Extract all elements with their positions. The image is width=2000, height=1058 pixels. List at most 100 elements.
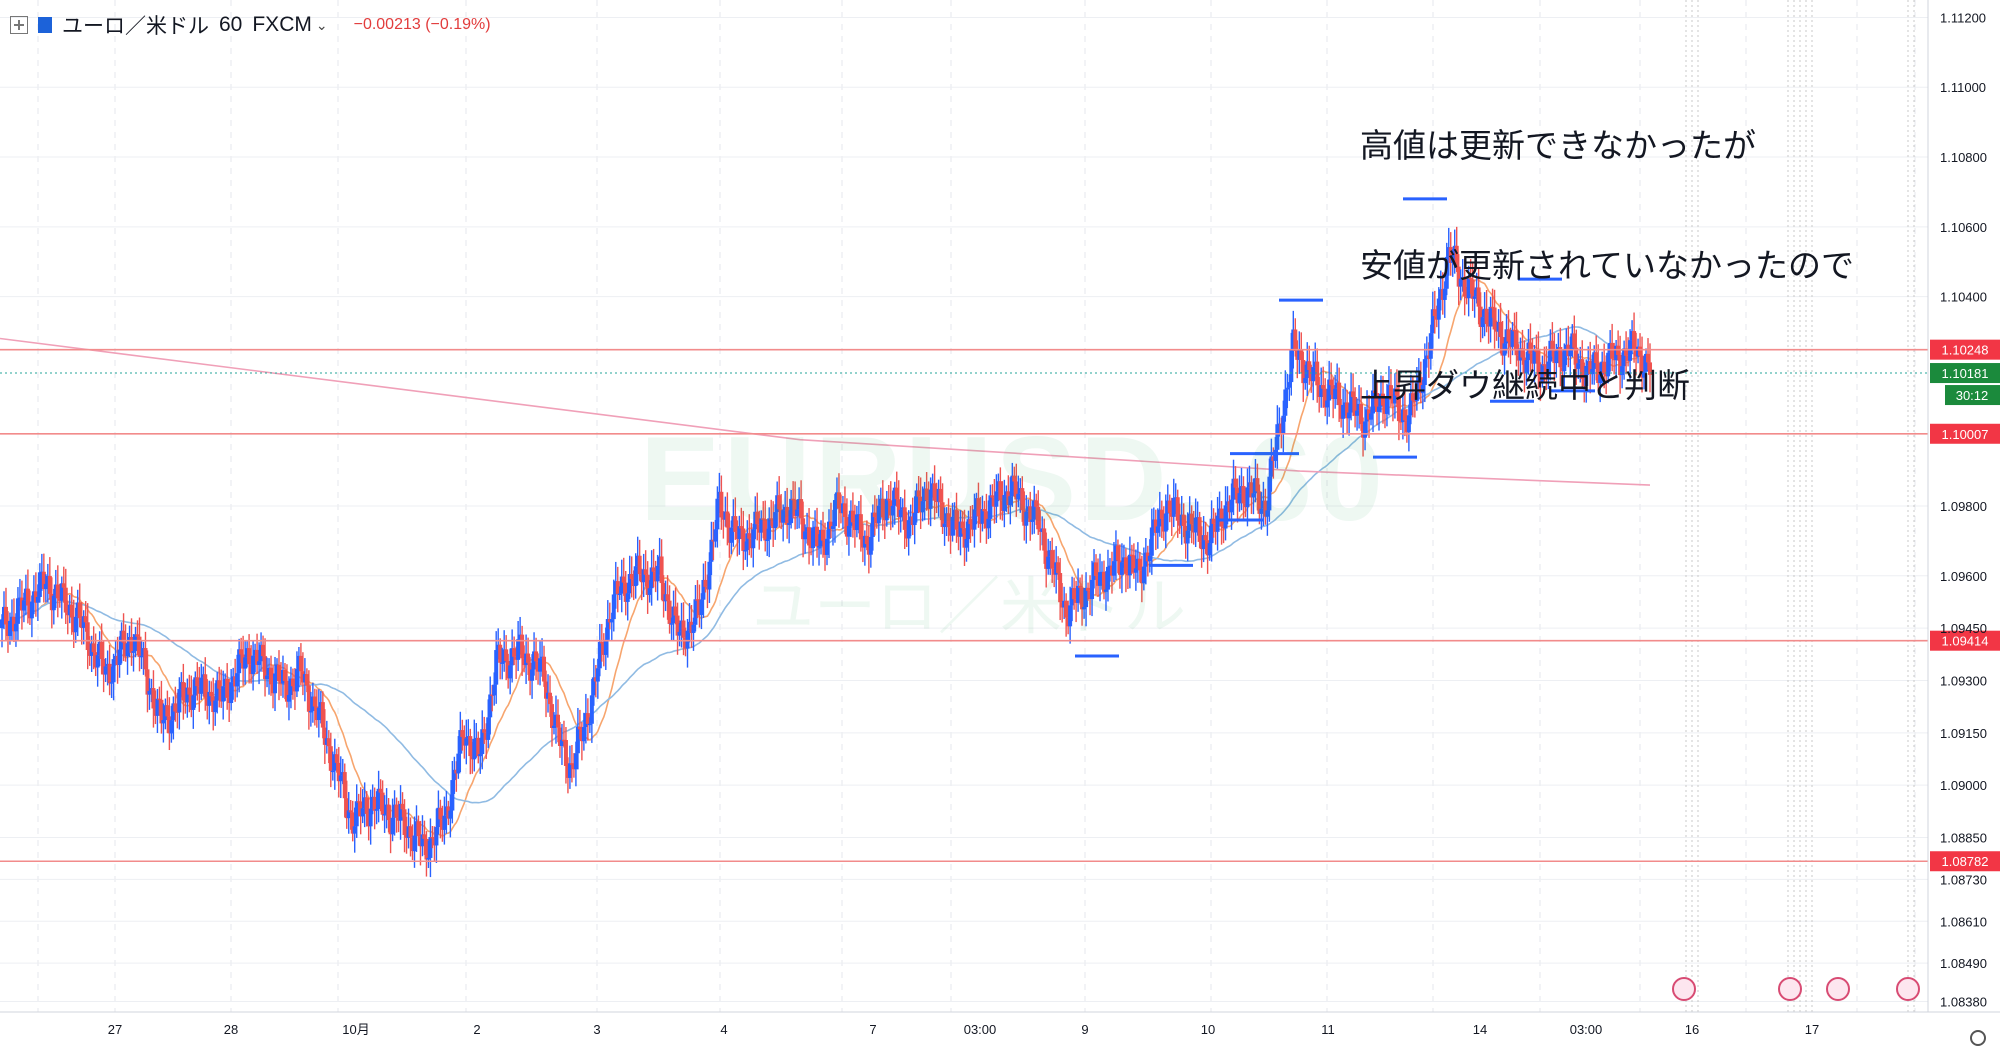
candle-body	[713, 529, 718, 542]
candle-body	[914, 490, 919, 514]
candle-body	[785, 506, 790, 525]
candle-body	[1422, 359, 1427, 386]
candle-body	[1237, 493, 1242, 504]
candle-body	[709, 539, 714, 562]
candle-body	[544, 681, 549, 699]
symbol-flag-icon	[38, 17, 52, 33]
price-tag	[1930, 630, 2000, 651]
candle-body	[647, 588, 652, 595]
candle-body	[1131, 555, 1136, 573]
candle-body	[1219, 508, 1224, 527]
candle-body	[1392, 388, 1397, 404]
candle-body	[938, 488, 943, 503]
candle-body	[1275, 424, 1280, 450]
candle-body	[649, 567, 654, 589]
price-tick-label: 1.10800	[1940, 150, 1987, 165]
candle-body	[693, 599, 698, 625]
time-tick-label: 10	[1201, 1022, 1215, 1037]
candle-body	[394, 804, 399, 818]
symbol-watermark-sub: ユーロ／米ドル	[752, 573, 1187, 642]
candle-body	[645, 574, 650, 595]
candle-body	[402, 809, 407, 835]
candle-body	[1215, 515, 1220, 532]
candle-body	[1406, 415, 1411, 433]
candle-body	[1514, 330, 1519, 356]
candle-body	[1327, 379, 1332, 401]
candle-body	[1644, 353, 1649, 372]
candle-body	[530, 669, 535, 681]
candle-body	[924, 488, 929, 501]
candle-body	[1520, 348, 1525, 358]
candle-body	[669, 623, 674, 625]
candle-body	[225, 678, 230, 698]
candle-body	[255, 649, 260, 665]
price-tick-label: 1.09000	[1940, 778, 1987, 793]
candle-body	[795, 509, 800, 516]
candle-body	[1444, 256, 1449, 289]
candle-body	[633, 566, 638, 587]
candle-body	[1632, 331, 1637, 351]
candle-body	[1325, 400, 1330, 408]
candle-body	[147, 690, 152, 695]
candle-body	[137, 636, 142, 657]
candle-body	[265, 675, 270, 680]
candle-body	[1321, 385, 1326, 389]
candle-body	[460, 730, 465, 737]
timeframe[interactable]: 60	[219, 13, 243, 36]
candle-body	[276, 664, 281, 682]
candle-body	[1472, 296, 1477, 299]
candle-body	[880, 498, 885, 518]
candle-body	[107, 663, 112, 684]
candle-body	[306, 685, 311, 712]
candle-body	[1594, 352, 1599, 364]
candle-body	[673, 606, 678, 616]
candle-body	[117, 649, 122, 665]
candle-body	[330, 770, 335, 773]
candle-body	[312, 696, 317, 707]
expand-icon[interactable]	[10, 16, 28, 34]
candle-body	[1287, 382, 1292, 388]
price-tick-label: 1.10400	[1940, 290, 1987, 305]
candle-body	[976, 498, 981, 517]
candle-body	[464, 738, 469, 746]
candle-body	[960, 521, 965, 529]
candle-body	[1141, 566, 1146, 584]
candle-body	[1159, 509, 1164, 519]
candle-body	[980, 509, 985, 524]
candle-body	[512, 648, 517, 657]
candle-body	[701, 579, 706, 600]
annotation-line: 高値は更新できなかったが	[1360, 127, 1756, 164]
candle-body	[751, 529, 756, 549]
candle-body	[468, 736, 473, 757]
candle-body	[1620, 366, 1625, 376]
candle-body	[336, 762, 341, 782]
candle-body	[854, 514, 859, 531]
candle-body	[765, 539, 770, 541]
candle-body	[494, 650, 499, 685]
candle-body	[452, 769, 457, 781]
candle-body	[1072, 588, 1077, 600]
data-source[interactable]: FXCM	[252, 13, 312, 36]
candle-body	[400, 803, 405, 810]
candle-body	[171, 703, 176, 721]
candle-body	[456, 753, 461, 774]
candle-body	[1510, 329, 1515, 347]
candle-body	[906, 520, 911, 539]
candle-body	[1080, 587, 1085, 610]
candle-body	[1211, 518, 1216, 524]
candle-body	[1640, 355, 1645, 378]
candle-body	[681, 620, 686, 638]
price-tick-label: 1.11000	[1940, 80, 1986, 95]
candle-body	[1201, 535, 1206, 550]
chevron-down-icon[interactable]: ⌄	[315, 16, 328, 33]
candle-body	[1149, 527, 1154, 556]
symbol-name[interactable]: ユーロ／米ドル	[62, 15, 209, 38]
candle-body	[237, 649, 242, 674]
candle-body	[1171, 497, 1176, 517]
candle-body	[37, 572, 42, 597]
candle-body	[1606, 352, 1611, 377]
candle-body	[703, 579, 708, 587]
candle-body	[534, 651, 539, 662]
